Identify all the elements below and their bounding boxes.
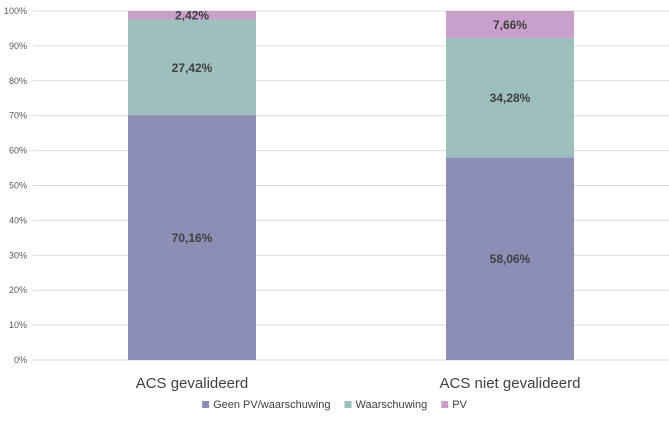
y-tick-label: 40% xyxy=(9,215,27,225)
data-label: 2,42% xyxy=(175,9,209,23)
bar-segment xyxy=(128,19,256,116)
legend-label: Waarschuwing xyxy=(355,399,427,411)
legend-label: PV xyxy=(452,399,467,411)
bar-segment xyxy=(128,11,256,20)
y-tick-label: 70% xyxy=(9,111,27,121)
x-category-label: ACS gevalideerd xyxy=(136,375,249,392)
legend: Geen PV/waarschuwing Waarschuwing PV xyxy=(202,399,468,411)
y-tick-label: 30% xyxy=(9,250,27,260)
y-tick-label: 10% xyxy=(9,320,27,330)
y-tick-label: 90% xyxy=(9,41,27,51)
y-tick-label: 80% xyxy=(9,76,27,86)
bar-segment xyxy=(446,37,574,158)
legend-label: Geen PV/waarschuwing xyxy=(213,399,330,411)
data-label: 70,16% xyxy=(172,231,213,245)
data-label: 7,66% xyxy=(493,18,527,32)
x-category-label: ACS niet gevalideerd xyxy=(440,375,581,392)
y-axis-tick-labels: 0% 10% 20% 30% 40% 50% 60% 70% 80% 90% 100% xyxy=(4,6,27,365)
data-label: 34,28% xyxy=(490,91,531,105)
data-label: 58,06% xyxy=(490,252,531,266)
legend-swatch xyxy=(202,401,210,408)
bars xyxy=(128,11,574,360)
bar-segment xyxy=(446,11,574,38)
data-label: 27,42% xyxy=(172,61,213,75)
x-axis-category-labels: ACS gevalideerd ACS niet gevalideerd xyxy=(136,375,581,392)
y-tick-label: 50% xyxy=(9,181,27,191)
legend-swatch xyxy=(344,401,352,408)
y-tick-label: 100% xyxy=(4,6,27,16)
y-tick-label: 60% xyxy=(9,146,27,156)
y-tick-label: 20% xyxy=(9,285,27,295)
bar-segment xyxy=(128,115,256,360)
legend-swatch xyxy=(441,401,449,408)
bar-segment xyxy=(446,157,574,360)
data-labels: 70,16% 27,42% 2,42% 58,06% 34,28% 7,66% xyxy=(172,9,531,266)
y-tick-label: 0% xyxy=(14,355,27,365)
